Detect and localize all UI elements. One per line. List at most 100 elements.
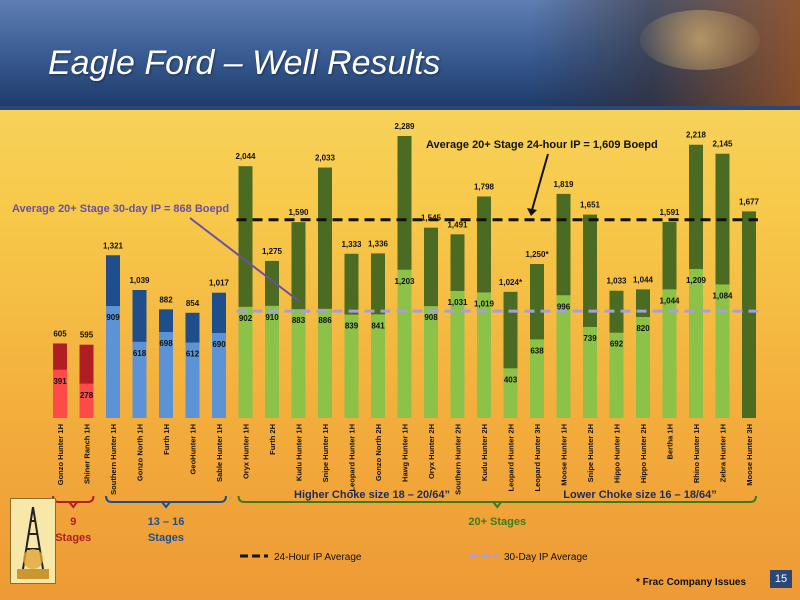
bar-24hour: [212, 292, 226, 333]
x-tick-label: Kudu Hunter 1H: [295, 424, 304, 481]
x-tick-label: Gonzo North 1H: [136, 424, 145, 481]
bar-24hour: [53, 343, 67, 370]
value-label-24h: 1,044: [633, 275, 654, 284]
annotations-layer: Average 20+ Stage 24-hour IP = 1,609 Boe…: [12, 139, 658, 303]
header-banner: [0, 0, 800, 106]
x-tick-label: Moose Hunter 3H: [745, 424, 754, 486]
value-label-30d: 278: [80, 391, 94, 400]
bar-30day: [450, 290, 465, 418]
value-label-24h: 2,145: [712, 140, 733, 149]
header-divider: [0, 106, 800, 110]
company-logo: [10, 498, 56, 584]
value-label-24h: 1,275: [262, 247, 283, 256]
x-tick-label: Rhino Hunter 1H: [692, 424, 701, 483]
value-label-30d: 886: [318, 316, 332, 325]
bar-24hour: [556, 193, 571, 296]
bar-30day: [742, 211, 756, 418]
value-label-24h: 1,819: [553, 180, 574, 189]
x-tick-label: Hippo Hunter 2H: [639, 424, 648, 483]
value-label-24h: 1,677: [739, 197, 760, 206]
bar-24hour: [689, 144, 703, 270]
group-label: 13 – 16: [148, 516, 185, 528]
group-label: 9: [70, 516, 76, 528]
header-photo-image: [530, 0, 800, 106]
bar-24hour: [106, 255, 120, 307]
legend-label: 24-Hour IP Average: [274, 552, 362, 563]
value-label-30d: 909: [106, 313, 120, 322]
bars-layer: 605 391 595 278 1,321 909 1,039 618 882 698 854 612…: [53, 122, 760, 418]
value-label-24h: 882: [159, 295, 173, 304]
x-tick-label: Southern Hunter 2H: [454, 424, 463, 495]
group-label: 20+ Stages: [468, 516, 526, 528]
avg-30day-arrow: [189, 217, 301, 303]
bar-24hour: [530, 264, 544, 340]
group-label-stages: Stages: [148, 532, 184, 544]
value-label-30d: 698: [159, 339, 173, 348]
x-tick-label: Leopard Hunter 1H: [348, 424, 357, 492]
value-label-30d: 1,044: [659, 296, 680, 305]
value-label-30d: 692: [610, 340, 624, 349]
bar-30day: [106, 306, 120, 418]
bar-24hour: [609, 290, 624, 333]
bar-24hour: [450, 234, 465, 291]
bar-30day: [715, 284, 730, 418]
bar-30day: [689, 269, 703, 418]
value-label-24h: 1,491: [447, 220, 468, 229]
value-label-24h: 1,545: [421, 214, 442, 223]
bar-30day: [53, 369, 67, 418]
bar-30day: [318, 308, 332, 418]
value-label-24h: 1,039: [129, 276, 150, 285]
bar-30day: [636, 316, 650, 418]
value-label-30d: 403: [504, 375, 518, 384]
footnote: * Frac Company Issues: [636, 577, 747, 588]
value-label-24h: 595: [80, 331, 94, 340]
x-tick-label: Hippo Hunter 1H: [613, 424, 622, 483]
bar-24hour: [291, 222, 306, 310]
x-tick-label: Hawg Hunter 1H: [401, 424, 410, 482]
bar-24hour: [477, 196, 491, 293]
x-tick-label: Oryx Hunter 2H: [427, 424, 436, 479]
avg-30day-annotation: Average 20+ Stage 30-day IP = 868 Boepd: [12, 203, 229, 215]
avg-24hour-annotation: Average 20+ Stage 24-hour IP = 1,609 Boe…: [426, 139, 658, 151]
value-label-24h: 1,591: [659, 208, 680, 217]
avg-24hour-arrowhead: [527, 208, 537, 216]
bar-24hour: [371, 253, 385, 315]
bar-30day: [503, 368, 518, 418]
bar-30day: [397, 269, 412, 418]
legend-label: 30-Day IP Average: [504, 552, 588, 563]
slide-title: Eagle Ford – Well Results: [48, 44, 441, 82]
x-tick-label: Bertha 1H: [666, 424, 675, 459]
value-label-30d: 910: [265, 313, 279, 322]
group-bracket: [237, 495, 757, 503]
value-label-24h: 1,651: [580, 201, 601, 210]
bar-24hour: [424, 227, 438, 307]
bar-30day: [662, 289, 677, 418]
value-label-24h: 1,321: [103, 241, 124, 250]
value-label-24h: 2,289: [394, 122, 415, 131]
bar-30day: [609, 332, 624, 418]
value-label-30d: 391: [53, 377, 67, 386]
page-number: 15: [770, 570, 792, 588]
x-tick-label: Gonzo Hunter 1H: [56, 424, 65, 485]
bar-30day: [132, 341, 147, 418]
value-label-24h: 854: [186, 299, 200, 308]
value-label-30d: 996: [557, 302, 571, 311]
value-label-24h: 1,590: [288, 208, 309, 217]
value-label-30d: 1,209: [686, 276, 707, 285]
bar-24hour: [636, 289, 650, 317]
value-label-24h: 1,017: [209, 279, 230, 288]
value-label-30d: 1,031: [447, 298, 468, 307]
x-tick-label: Leopard Hunter 3H: [533, 424, 542, 492]
bar-30day: [583, 326, 597, 418]
bar-24hour: [344, 253, 359, 315]
value-label-30d: 690: [212, 340, 226, 349]
bar-24hour: [318, 167, 332, 309]
value-label-24h: 1,250*: [525, 250, 549, 259]
x-tick-label: Snipe Hunter 2H: [586, 424, 595, 482]
value-label-30d: 638: [530, 346, 544, 355]
x-tick-label: Kudu Hunter 2H: [480, 424, 489, 481]
bar-30day: [530, 339, 544, 418]
bar-24hour: [132, 289, 147, 342]
